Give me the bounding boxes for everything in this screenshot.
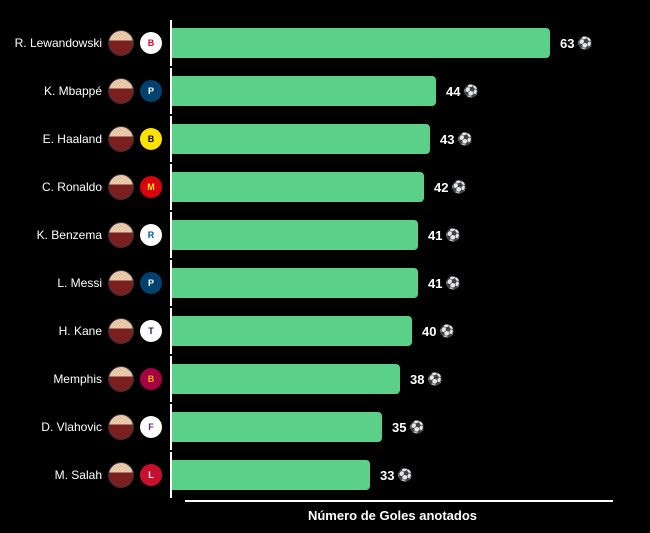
bar-track: 44⚽ <box>170 68 615 114</box>
row-label-group: R. Lewandowski B <box>15 30 170 56</box>
chart-row: M. Salah L 33⚽ <box>15 452 615 498</box>
bar-value: 44 <box>446 84 460 99</box>
chart-row: R. Lewandowski B 63⚽ <box>15 20 615 66</box>
player-name: C. Ronaldo <box>42 180 102 194</box>
bar-track: 40⚽ <box>170 308 615 354</box>
player-avatar-icon <box>108 78 134 104</box>
row-label-group: Memphis B <box>15 366 170 392</box>
club-badge-icon: T <box>140 320 162 342</box>
club-badge-icon: R <box>140 224 162 246</box>
player-avatar-icon <box>108 270 134 296</box>
soccer-ball-icon: ⚽ <box>409 420 424 434</box>
chart-row: K. Mbappé P 44⚽ <box>15 68 615 114</box>
player-avatar-icon <box>108 462 134 488</box>
player-name: K. Benzema <box>37 228 102 242</box>
row-label-group: D. Vlahovic F <box>15 414 170 440</box>
chart-row: D. Vlahovic F 35⚽ <box>15 404 615 450</box>
club-badge-icon: F <box>140 416 162 438</box>
club-badge-icon: M <box>140 176 162 198</box>
player-avatar-icon <box>108 126 134 152</box>
player-name: H. Kane <box>59 324 102 338</box>
player-avatar-icon <box>108 222 134 248</box>
soccer-ball-icon: ⚽ <box>445 228 460 242</box>
player-avatar-icon <box>108 414 134 440</box>
bar <box>172 220 418 250</box>
bar-value: 63 <box>560 36 574 51</box>
goals-bar-chart: R. LewandowskiB63⚽K. MbappéP44⚽E. Haalan… <box>0 0 650 533</box>
soccer-ball-icon: ⚽ <box>439 324 454 338</box>
bar-value: 38 <box>410 372 424 387</box>
bar <box>172 412 382 442</box>
chart-row: H. Kane T 40⚽ <box>15 308 615 354</box>
club-badge-icon: P <box>140 272 162 294</box>
soccer-ball-icon: ⚽ <box>397 468 412 482</box>
bar-track: 33⚽ <box>170 452 615 498</box>
soccer-ball-icon: ⚽ <box>463 84 478 98</box>
row-label-group: K. Mbappé P <box>15 78 170 104</box>
bar <box>172 124 430 154</box>
player-name: Memphis <box>53 372 102 386</box>
chart-row: Memphis B 38⚽ <box>15 356 615 402</box>
bar-track: 35⚽ <box>170 404 615 450</box>
x-axis-label: Número de Goles anotados <box>170 508 615 523</box>
row-label-group: H. Kane T <box>15 318 170 344</box>
bar-value: 42 <box>434 180 448 195</box>
club-badge-icon: P <box>140 80 162 102</box>
bar-track: 43⚽ <box>170 116 615 162</box>
bar-track: 41⚽ <box>170 212 615 258</box>
row-label-group: M. Salah L <box>15 462 170 488</box>
chart-row: L. Messi P 41⚽ <box>15 260 615 306</box>
bar-value: 33 <box>380 468 394 483</box>
bar <box>172 76 436 106</box>
soccer-ball-icon: ⚽ <box>445 276 460 290</box>
soccer-ball-icon: ⚽ <box>577 36 592 50</box>
club-badge-icon: B <box>140 128 162 150</box>
club-badge-icon: B <box>140 32 162 54</box>
bar-value: 43 <box>440 132 454 147</box>
soccer-ball-icon: ⚽ <box>451 180 466 194</box>
bar <box>172 460 370 490</box>
bar <box>172 28 550 58</box>
player-name: L. Messi <box>57 276 102 290</box>
club-badge-icon: B <box>140 368 162 390</box>
bar-value: 35 <box>392 420 406 435</box>
bar-value: 41 <box>428 228 442 243</box>
player-avatar-icon <box>108 174 134 200</box>
row-label-group: C. Ronaldo M <box>15 174 170 200</box>
chart-row: C. Ronaldo M 42⚽ <box>15 164 615 210</box>
chart-row: E. Haaland B 43⚽ <box>15 116 615 162</box>
bar <box>172 172 424 202</box>
row-label-group: L. Messi P <box>15 270 170 296</box>
bar <box>172 316 412 346</box>
player-name: K. Mbappé <box>44 84 102 98</box>
row-label-group: E. Haaland B <box>15 126 170 152</box>
player-name: D. Vlahovic <box>41 420 102 434</box>
row-label-group: K. Benzema R <box>15 222 170 248</box>
bar-track: 63⚽ <box>170 20 615 66</box>
bar-value: 40 <box>422 324 436 339</box>
bar-track: 42⚽ <box>170 164 615 210</box>
x-axis-line <box>185 500 613 502</box>
bar-value: 41 <box>428 276 442 291</box>
club-badge-icon: L <box>140 464 162 486</box>
bar-track: 41⚽ <box>170 260 615 306</box>
player-name: M. Salah <box>55 468 102 482</box>
player-name: E. Haaland <box>43 132 102 146</box>
player-name: R. Lewandowski <box>15 36 102 50</box>
bar <box>172 364 400 394</box>
bar-track: 38⚽ <box>170 356 615 402</box>
player-avatar-icon <box>108 366 134 392</box>
chart-row: K. Benzema R 41⚽ <box>15 212 615 258</box>
bar <box>172 268 418 298</box>
player-avatar-icon <box>108 318 134 344</box>
soccer-ball-icon: ⚽ <box>427 372 442 386</box>
player-avatar-icon <box>108 30 134 56</box>
soccer-ball-icon: ⚽ <box>457 132 472 146</box>
